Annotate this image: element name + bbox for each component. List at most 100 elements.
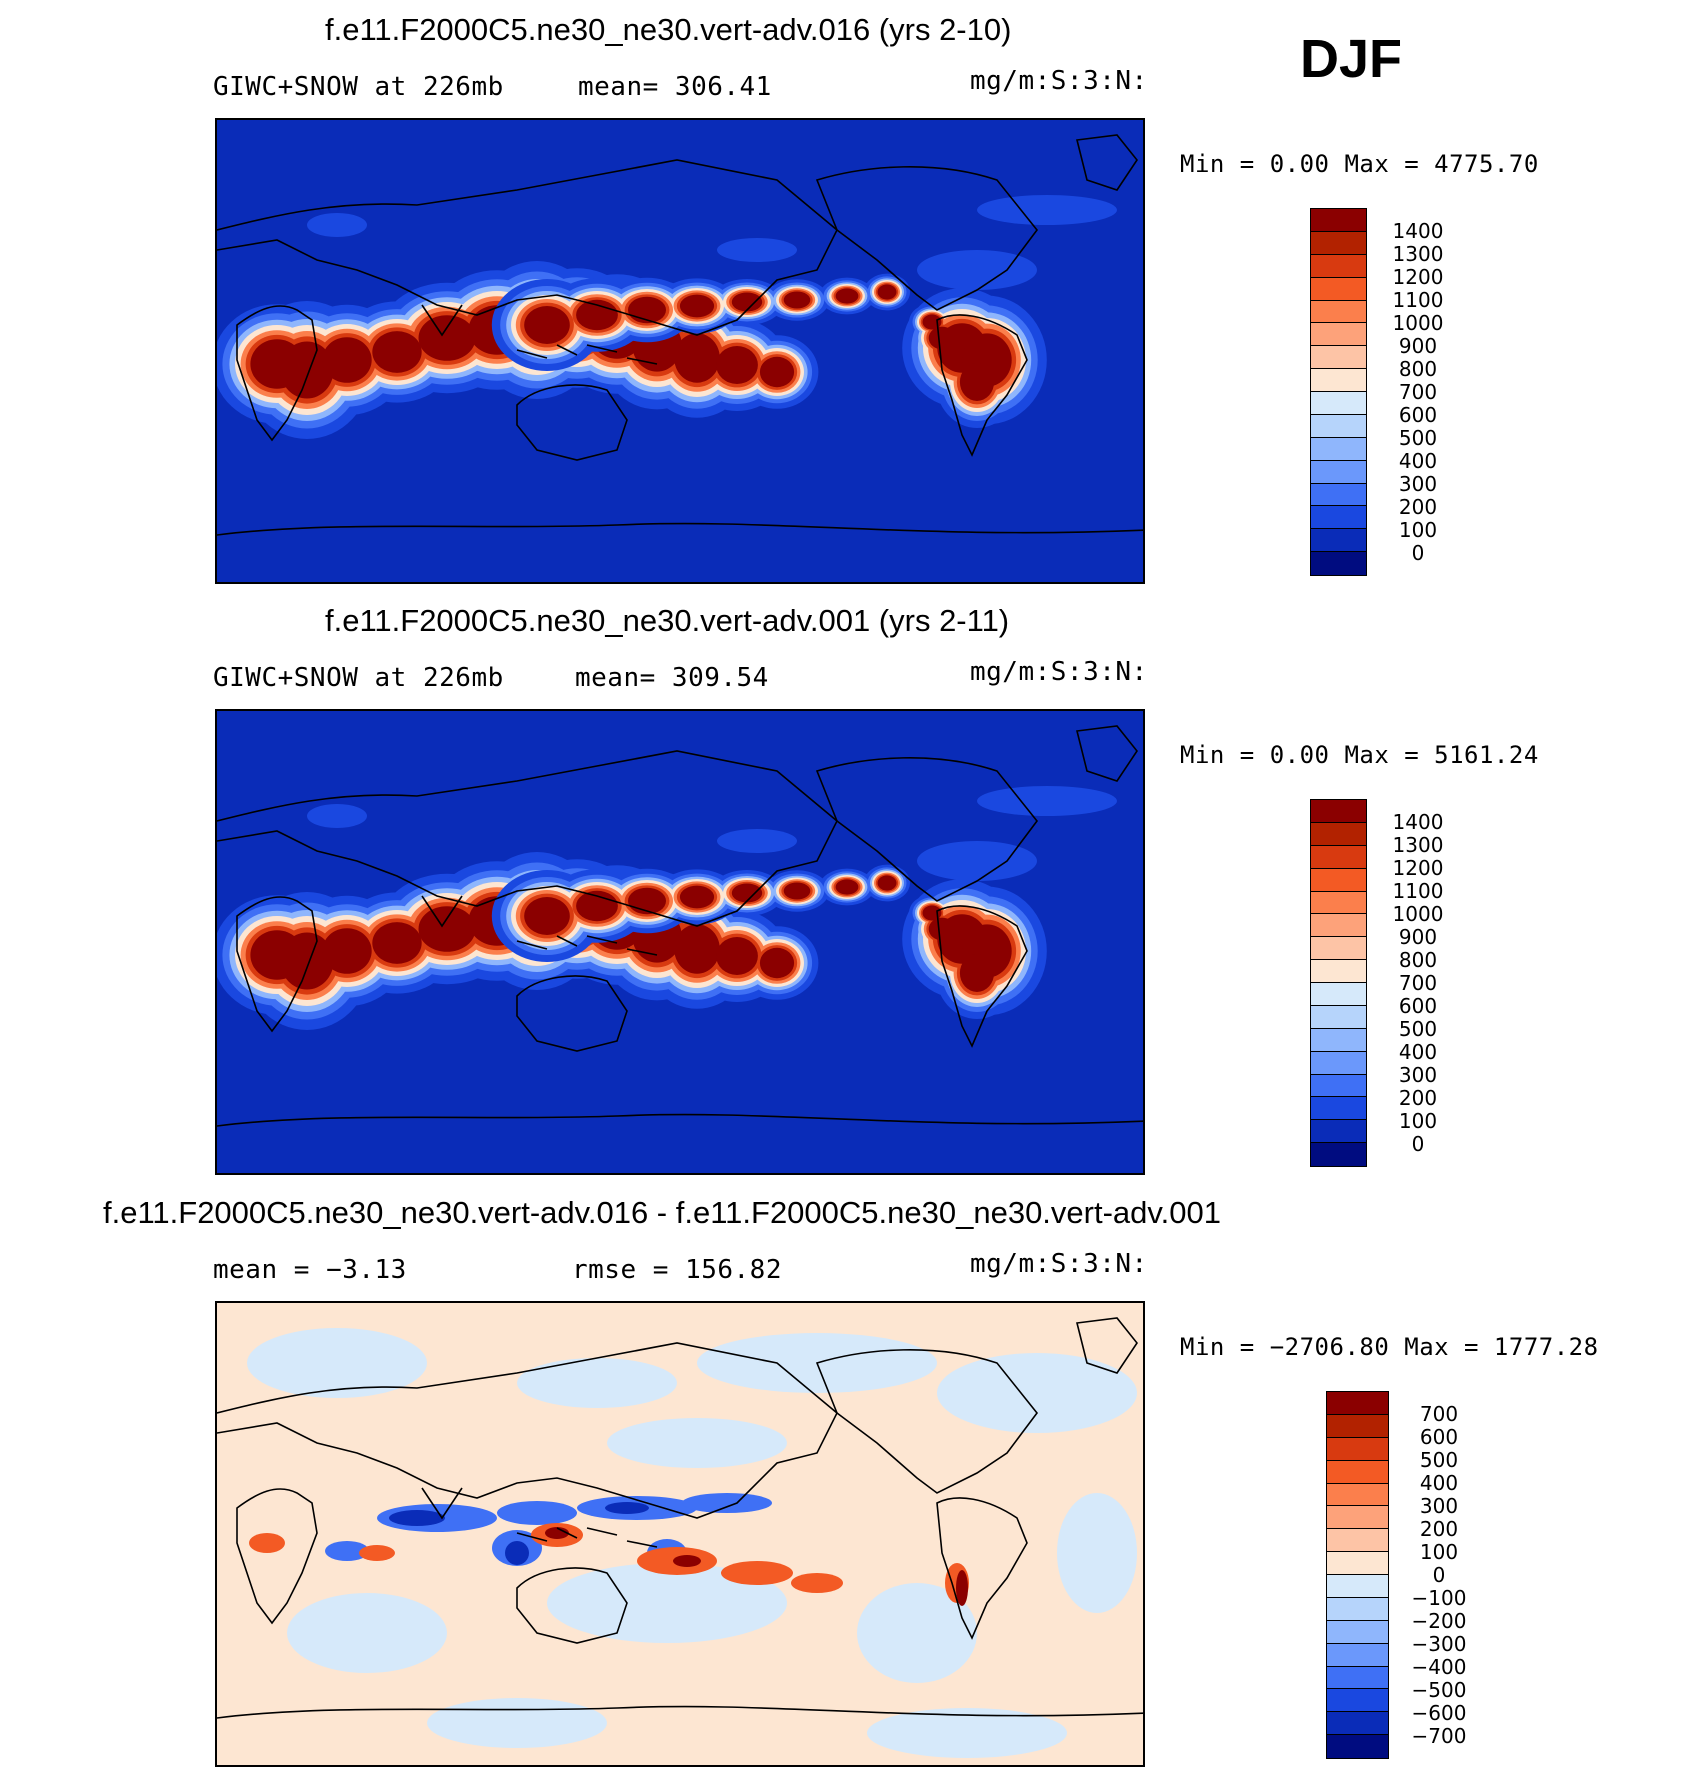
colorbar-swatch bbox=[1311, 323, 1366, 347]
colorbar-swatch bbox=[1311, 231, 1366, 255]
panel-1-minmax-label: Min = 0.00 Max = 4775.70 bbox=[1180, 150, 1539, 178]
colorbar-swatch bbox=[1327, 1506, 1388, 1530]
colorbar-tick-label: 400 bbox=[1398, 449, 1438, 473]
colorbar-swatch bbox=[1311, 254, 1366, 278]
colorbar-tick-label: 300 bbox=[1419, 1494, 1459, 1518]
panel-1-map bbox=[215, 118, 1145, 584]
colorbar-swatch bbox=[1311, 1051, 1366, 1075]
colorbar-swatch bbox=[1311, 300, 1366, 324]
panel-2-title: f.e11.F2000C5.ne30_ne30.vert-adv.001 (yr… bbox=[325, 603, 1010, 638]
colorbar-tick-label: 1100 bbox=[1392, 288, 1444, 312]
colorbar-tick-label: 300 bbox=[1398, 1063, 1438, 1087]
colorbar-tick-label: 800 bbox=[1398, 948, 1438, 972]
panel-3-colorbar bbox=[1326, 1391, 1389, 1759]
light-negative-patches bbox=[247, 1328, 1137, 1758]
colorbar-swatch bbox=[1327, 1437, 1388, 1461]
colorbar-tick-label: 1200 bbox=[1392, 856, 1444, 880]
colorbar-swatch bbox=[1311, 209, 1366, 232]
colorbar-tick-label: 900 bbox=[1398, 925, 1438, 949]
colorbar-swatch bbox=[1311, 960, 1366, 983]
colorbar-tick-label: 700 bbox=[1398, 971, 1438, 995]
colorbar-tick-label: 1300 bbox=[1392, 242, 1444, 266]
panel-1-variable-label: GIWC+SNOW at 226mb bbox=[213, 72, 504, 102]
colorbar-swatch bbox=[1327, 1643, 1388, 1667]
colorbar-tick-label: 900 bbox=[1398, 334, 1438, 358]
colorbar-tick-label: 600 bbox=[1398, 403, 1438, 427]
panel-2-minmax-label: Min = 0.00 Max = 5161.24 bbox=[1180, 741, 1539, 769]
colorbar-swatch bbox=[1327, 1597, 1388, 1621]
colorbar-swatch bbox=[1311, 1097, 1366, 1121]
faint-patches bbox=[307, 195, 1117, 290]
colorbar-swatch bbox=[1311, 1120, 1366, 1144]
itcz-band bbox=[250, 892, 795, 990]
colorbar-tick-label: 400 bbox=[1398, 1040, 1438, 1064]
colorbar-swatch bbox=[1327, 1414, 1388, 1438]
south-america-band bbox=[922, 905, 1012, 992]
season-label: DJF bbox=[1300, 29, 1403, 89]
colorbar-swatch bbox=[1311, 1074, 1366, 1098]
panel-3-minmax-label: Min = −2706.80 Max = 1777.28 bbox=[1180, 1333, 1599, 1361]
colorbar-swatch bbox=[1327, 1735, 1388, 1758]
colorbar-tick-label: 100 bbox=[1398, 1109, 1438, 1133]
colorbar-tick-label: −100 bbox=[1411, 1586, 1467, 1610]
colorbar-tick-label: 1000 bbox=[1392, 902, 1444, 926]
colorbar-swatch bbox=[1311, 868, 1366, 892]
colorbar-tick-label: 200 bbox=[1419, 1517, 1459, 1541]
colorbar-swatch bbox=[1311, 437, 1366, 461]
colorbar-swatch bbox=[1327, 1529, 1388, 1553]
colorbar-tick-label: 1100 bbox=[1392, 879, 1444, 903]
coastlines bbox=[217, 134, 1143, 536]
panel-2-colorbar bbox=[1310, 799, 1367, 1167]
colorbar-tick-label: 1300 bbox=[1392, 833, 1444, 857]
colorbar-tick-label: 200 bbox=[1398, 1086, 1438, 1110]
panel-1-mean-label: mean= 306.41 bbox=[578, 72, 772, 102]
colorbar-swatch bbox=[1311, 937, 1366, 961]
colorbar-swatch bbox=[1327, 1620, 1388, 1644]
colorbar-swatch bbox=[1311, 529, 1366, 553]
colorbar-swatch bbox=[1327, 1575, 1388, 1598]
colorbar-tick-label: 700 bbox=[1398, 380, 1438, 404]
panel-3-units-label: mg/m:S:3:N: bbox=[970, 1249, 1148, 1279]
colorbar-swatch bbox=[1311, 552, 1366, 575]
panel-1-units-label: mg/m:S:3:N: bbox=[970, 66, 1148, 96]
colorbar-swatch bbox=[1327, 1712, 1388, 1736]
colorbar-tick-label: 500 bbox=[1398, 1017, 1438, 1041]
colorbar-swatch bbox=[1311, 483, 1366, 507]
colorbar-swatch bbox=[1311, 1028, 1366, 1052]
panel-2-variable-label: GIWC+SNOW at 226mb bbox=[213, 663, 504, 693]
colorbar-tick-label: 1400 bbox=[1392, 810, 1444, 834]
colorbar-swatch bbox=[1311, 891, 1366, 915]
panel-2-map bbox=[215, 709, 1145, 1175]
colorbar-tick-label: 700 bbox=[1419, 1402, 1459, 1426]
colorbar-tick-label: 100 bbox=[1419, 1540, 1459, 1564]
colorbar-tick-label: 500 bbox=[1398, 426, 1438, 450]
colorbar-tick-label: 600 bbox=[1419, 1425, 1459, 1449]
colorbar-tick-label: 1200 bbox=[1392, 265, 1444, 289]
faint-patches bbox=[307, 786, 1117, 881]
south-america-band bbox=[922, 314, 1012, 401]
colorbar-swatch bbox=[1327, 1460, 1388, 1484]
positive-patches bbox=[249, 1523, 969, 1603]
colorbar-swatch bbox=[1327, 1666, 1388, 1690]
colorbar-swatch bbox=[1311, 1143, 1366, 1166]
colorbar-swatch bbox=[1311, 414, 1366, 438]
colorbar-tick-label: 600 bbox=[1398, 994, 1438, 1018]
colorbar-tick-label: 300 bbox=[1398, 472, 1438, 496]
colorbar-tick-label: 100 bbox=[1398, 518, 1438, 542]
colorbar-swatch bbox=[1311, 460, 1366, 484]
panel-3-rmse-label: rmse = 156.82 bbox=[572, 1255, 782, 1285]
panel-1-colorbar bbox=[1310, 208, 1367, 576]
colorbar-tick-label: 1400 bbox=[1392, 219, 1444, 243]
colorbar-swatch bbox=[1311, 369, 1366, 392]
colorbar-swatch bbox=[1327, 1689, 1388, 1713]
panel-2-units-label: mg/m:S:3:N: bbox=[970, 657, 1148, 687]
strong-negative-patches bbox=[389, 1502, 649, 1565]
coastlines bbox=[217, 1317, 1143, 1719]
strong-positive-patches bbox=[545, 1527, 968, 1606]
colorbar-swatch bbox=[1311, 822, 1366, 846]
spcz-band bbox=[524, 284, 897, 344]
colorbar-swatch bbox=[1327, 1392, 1388, 1415]
colorbar-tick-label: 800 bbox=[1398, 357, 1438, 381]
colorbar-tick-label: 200 bbox=[1398, 495, 1438, 519]
panel-2-mean-label: mean= 309.54 bbox=[575, 663, 769, 693]
